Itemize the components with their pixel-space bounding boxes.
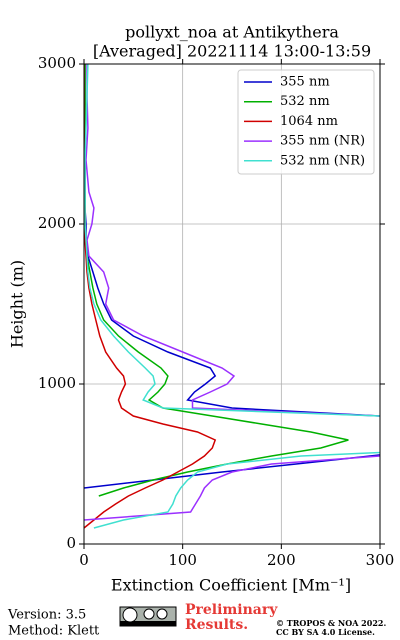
cc-logo xyxy=(119,606,177,627)
copyright: © TROPOS & NOA 2022. xyxy=(276,618,386,628)
y-axis-label: Height (m) xyxy=(8,260,27,348)
legend-label: 355 nm xyxy=(280,75,330,90)
x-tick-label: 200 xyxy=(267,551,296,569)
preliminary: Preliminary xyxy=(185,602,278,618)
x-tick-label: 300 xyxy=(366,551,395,569)
license: CC BY SA 4.0 License. xyxy=(276,627,375,637)
plot-lines xyxy=(84,64,380,529)
x-axis-label: Extinction Coefficient [Mm⁻¹] xyxy=(111,576,351,595)
y-tick-label: 0 xyxy=(66,534,76,552)
y-tick-label: 3000 xyxy=(38,54,76,72)
chart-subtitle: [Averaged] 20221114 13:00-13:59 xyxy=(93,42,371,61)
legend-box xyxy=(237,69,375,175)
x-tick-label: 100 xyxy=(168,551,197,569)
profile-line xyxy=(84,64,380,521)
y-tick-label: 1000 xyxy=(38,374,76,392)
legend: 355 nm 532 nm 1064 nm 355 nm (NR) 532 nm (NR… xyxy=(237,69,375,175)
results: Results. xyxy=(185,617,248,633)
plot-frame xyxy=(83,63,381,545)
legend-label: 532 nm xyxy=(280,94,330,109)
method: Method: Klett xyxy=(8,624,100,639)
profile-line xyxy=(84,64,380,529)
version: Version: 3.5 xyxy=(7,608,86,623)
y-tick-label: 2000 xyxy=(38,214,76,232)
legend-label: 1064 nm xyxy=(280,114,338,129)
legend-label: 355 nm (NR) xyxy=(280,134,365,149)
profile-line xyxy=(84,64,217,529)
x-tick-label: 0 xyxy=(79,551,89,569)
legend-label: 532 nm (NR) xyxy=(280,153,365,168)
chart-title: pollyxt_noa at Antikythera xyxy=(125,23,339,42)
